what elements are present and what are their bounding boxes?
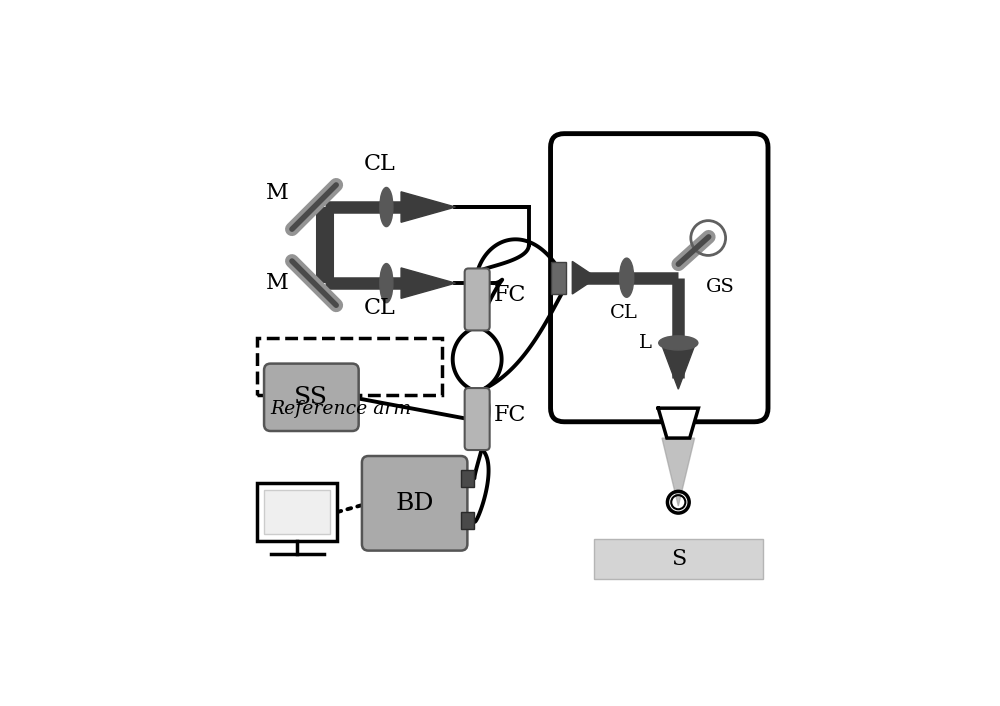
- Bar: [461, 512, 474, 530]
- FancyBboxPatch shape: [362, 456, 467, 551]
- FancyBboxPatch shape: [551, 133, 768, 421]
- Text: FC: FC: [493, 284, 526, 306]
- Text: CL: CL: [363, 297, 395, 318]
- Text: SS: SS: [294, 385, 328, 409]
- Text: FC: FC: [493, 404, 526, 426]
- Bar: [551, 263, 566, 294]
- Bar: [594, 539, 763, 580]
- Polygon shape: [401, 268, 455, 299]
- Text: L: L: [639, 334, 652, 352]
- Bar: [257, 483, 337, 542]
- Text: GS: GS: [705, 278, 734, 296]
- Text: Reference arm: Reference arm: [271, 400, 412, 418]
- Text: CL: CL: [610, 304, 638, 322]
- Text: CL: CL: [363, 152, 395, 174]
- Ellipse shape: [380, 263, 393, 303]
- Text: S: S: [671, 548, 686, 570]
- Bar: [264, 490, 330, 534]
- FancyBboxPatch shape: [257, 337, 442, 395]
- FancyBboxPatch shape: [465, 268, 490, 330]
- FancyBboxPatch shape: [264, 364, 359, 431]
- Ellipse shape: [659, 336, 698, 350]
- Polygon shape: [572, 261, 597, 294]
- Text: BD: BD: [395, 492, 434, 515]
- Polygon shape: [662, 346, 695, 389]
- Ellipse shape: [380, 188, 393, 227]
- Ellipse shape: [620, 258, 634, 297]
- Polygon shape: [662, 438, 695, 506]
- Text: M: M: [266, 182, 289, 205]
- Polygon shape: [401, 192, 455, 222]
- Bar: [461, 469, 474, 487]
- Text: M: M: [266, 272, 289, 294]
- Polygon shape: [658, 408, 698, 438]
- FancyBboxPatch shape: [465, 388, 490, 450]
